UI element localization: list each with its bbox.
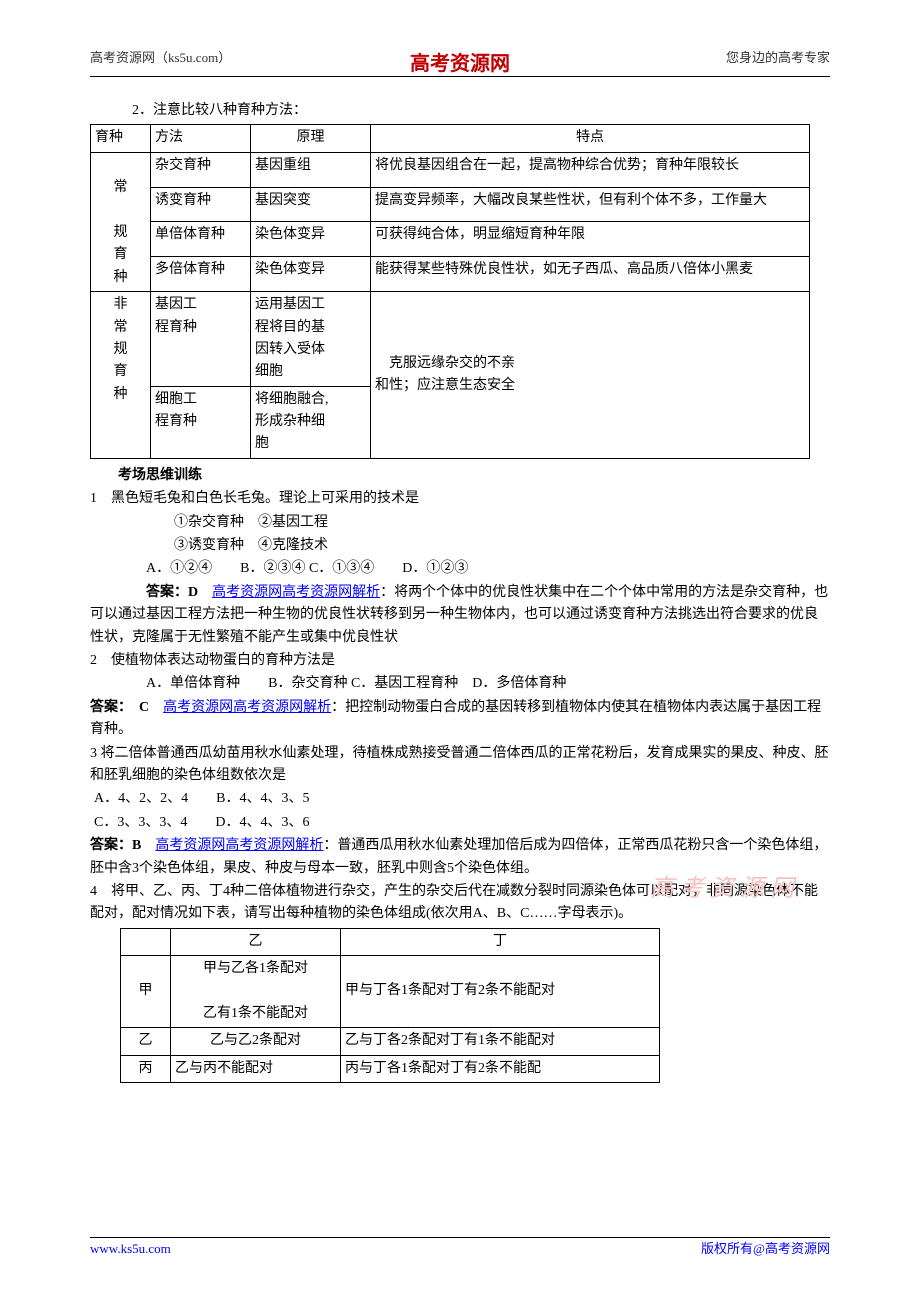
cell: 杂交育种	[151, 152, 251, 187]
table-row: 常规育种 杂交育种 基因重组 将优良基因组合在一起，提高物种综合优势；育种年限较…	[91, 152, 810, 187]
q1-answer: 答案：D 高考资源网高考资源网解析：将两个个体中的优良性状集中在二个个体中常用的…	[90, 582, 830, 649]
cell: 基因重组	[251, 152, 371, 187]
cell: 将优良基因组合在一起，提高物种综合优势；育种年限较长	[371, 152, 810, 187]
table-row: 甲 甲与乙各1条配对乙有1条不能配对 甲与丁各1条配对丁有2条不能配对	[121, 956, 660, 1028]
q1-choices: A．①②④ B．②③④ C．①③④ D．①②③	[90, 558, 830, 580]
th-method: 方法	[151, 125, 251, 152]
q2-stem: 2 使植物体表达动物蛋白的育种方法是	[90, 650, 830, 672]
q1-opt2: ③诱变育种 ④克隆技术	[90, 535, 830, 557]
cell: 单倍体育种	[151, 222, 251, 257]
table-row: 诱变育种 基因突变 提高变异频率，大幅改良某些性状，但有利个体不多，工作量大	[91, 187, 810, 222]
q3-optA: A．4、2、2、4 B．4、4、3、5	[94, 788, 830, 810]
breeding-methods-table: 育种 方法 原理 特点 常规育种 杂交育种 基因重组 将优良基因组合在一起，提高…	[90, 124, 810, 458]
cell: 染色体变异	[251, 222, 371, 257]
cell: 提高变异频率，大幅改良某些性状，但有利个体不多，工作量大	[371, 187, 810, 222]
th-category: 育种	[91, 125, 151, 152]
cell: 基因工程育种	[151, 292, 251, 387]
watermark: 高考资源网	[650, 870, 800, 908]
cell: 甲与丁各1条配对丁有2条不能配对	[341, 956, 660, 1028]
cell: 克服远缘杂交的不亲和性；应注意生态安全	[371, 292, 810, 459]
main-content: 2．注意比较八种育种方法： 育种 方法 原理 特点 常规育种 杂交育种 基因重组…	[90, 100, 830, 1083]
q1-stem: 1 黑色短毛兔和白色长毛兔。理论上可采用的技术是	[90, 488, 830, 510]
table-row: 乙 丁	[121, 928, 660, 955]
cell: 乙与丁各2条配对丁有1条不能配对	[341, 1028, 660, 1055]
cell: 丙	[121, 1055, 171, 1082]
footer-divider	[90, 1237, 830, 1238]
cell: 将细胞融合,形成杂种细胞	[251, 386, 371, 458]
analysis-link[interactable]: 高考资源网高考资源网解析	[163, 700, 331, 715]
answer-label: 答案： C	[90, 700, 163, 715]
answer-label: 答案：B	[90, 838, 155, 853]
cell: 甲与乙各1条配对乙有1条不能配对	[171, 956, 341, 1028]
section-title: 考场思维训练	[90, 465, 830, 487]
th-feature: 特点	[371, 125, 810, 152]
q1-opt1: ①杂交育种 ②基因工程	[90, 512, 830, 534]
cell: 乙	[121, 1028, 171, 1055]
cell: 多倍体育种	[151, 257, 251, 292]
table-row: 非常规育种 基因工程育种 运用基因工程将目的基因转入受体细胞 克服远缘杂交的不亲…	[91, 292, 810, 387]
cell: 能获得某些特殊优良性状，如无子西瓜、高品质八倍体小黑麦	[371, 257, 810, 292]
page-header: 高考资源网（ks5u.com） 高考资源网 您身边的高考专家	[0, 48, 920, 69]
footer-url[interactable]: www.ks5u.com	[90, 1239, 171, 1260]
th	[121, 928, 171, 955]
cell: 运用基因工程将目的基因转入受体细胞	[251, 292, 371, 387]
header-right: 您身边的高考专家	[726, 48, 830, 69]
analysis-link[interactable]: 高考资源网高考资源网解析	[155, 838, 323, 853]
table-row: 多倍体育种 染色体变异 能获得某些特殊优良性状，如无子西瓜、高品质八倍体小黑麦	[91, 257, 810, 292]
cell: 可获得纯合体，明显缩短育种年限	[371, 222, 810, 257]
pairing-table: 乙 丁 甲 甲与乙各1条配对乙有1条不能配对 甲与丁各1条配对丁有2条不能配对 …	[120, 928, 660, 1083]
cell: 细胞工程育种	[151, 386, 251, 458]
q3-optB: C．3、3、3、4 D．4、4、3、6	[94, 812, 830, 834]
th-principle: 原理	[251, 125, 371, 152]
table-row: 育种 方法 原理 特点	[91, 125, 810, 152]
th: 丁	[341, 928, 660, 955]
table-row: 单倍体育种 染色体变异 可获得纯合体，明显缩短育种年限	[91, 222, 810, 257]
table-row: 丙 乙与丙不能配对 丙与丁各1条配对丁有2条不能配	[121, 1055, 660, 1082]
cell: 染色体变异	[251, 257, 371, 292]
answer-label: 答案：D	[146, 585, 212, 600]
q3-stem: 3 将二倍体普通西瓜幼苗用秋水仙素处理，待植株成熟接受普通二倍体西瓜的正常花粉后…	[90, 743, 830, 788]
cell-category-2: 非常规育种	[91, 292, 151, 459]
header-divider	[90, 76, 830, 77]
cell: 基因突变	[251, 187, 371, 222]
footer-copyright: 版权所有@高考资源网	[701, 1239, 830, 1260]
header-left: 高考资源网（ks5u.com）	[90, 48, 231, 69]
cell: 丙与丁各1条配对丁有2条不能配	[341, 1055, 660, 1082]
th: 乙	[171, 928, 341, 955]
analysis-link[interactable]: 高考资源网高考资源网解析	[212, 585, 380, 600]
q2-choices: A．单倍体育种 B．杂交育种 C．基因工程育种 D．多倍体育种	[90, 673, 830, 695]
cell-category-1: 常规育种	[91, 152, 151, 291]
page-footer: www.ks5u.com 版权所有@高考资源网	[0, 1239, 920, 1260]
cell: 诱变育种	[151, 187, 251, 222]
cell: 乙与乙2条配对	[171, 1028, 341, 1055]
cell: 乙与丙不能配对	[171, 1055, 341, 1082]
cell: 甲	[121, 956, 171, 1028]
q2-answer: 答案： C 高考资源网高考资源网解析：把控制动物蛋白合成的基因转移到植物体内使其…	[90, 697, 830, 742]
intro-line: 2．注意比较八种育种方法：	[90, 100, 830, 122]
table-row: 乙 乙与乙2条配对 乙与丁各2条配对丁有1条不能配对	[121, 1028, 660, 1055]
